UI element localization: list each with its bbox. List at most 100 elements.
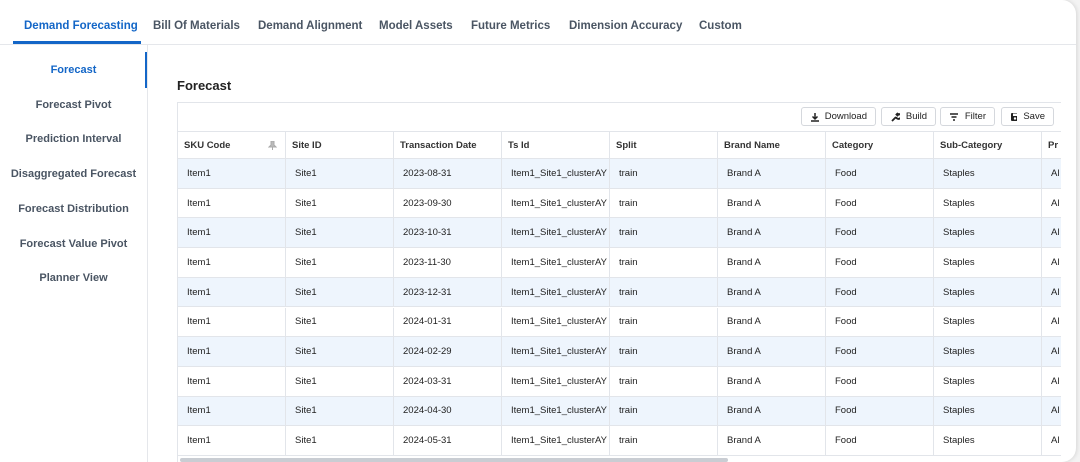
tab[interactable]: Bill Of Materials bbox=[153, 20, 240, 32]
table-cell: Staples bbox=[934, 337, 1042, 367]
table-cell: Item1 bbox=[178, 277, 286, 308]
table-cell: Item1_Site1_clusterAY bbox=[502, 396, 610, 427]
table-cell: Food bbox=[826, 188, 934, 219]
nav-item[interactable]: Forecast Distribution bbox=[18, 202, 129, 215]
table-cell: train bbox=[610, 426, 718, 456]
table-cell: Brand A bbox=[718, 426, 826, 456]
active-tab-indicator bbox=[13, 41, 141, 44]
table-cell: Item1 bbox=[178, 159, 286, 189]
column-header[interactable]: Ts Id bbox=[502, 131, 610, 159]
table-cell: Staples bbox=[934, 159, 1042, 189]
table-cell: 2023-11-30 bbox=[394, 248, 502, 278]
table-cell: Brand A bbox=[718, 159, 826, 189]
table-cell: Site1 bbox=[286, 366, 394, 397]
tab[interactable]: Custom bbox=[699, 20, 742, 32]
table-cell: Food bbox=[826, 159, 934, 189]
nav-item[interactable]: Forecast Pivot bbox=[35, 98, 112, 111]
table-cell: Food bbox=[826, 277, 934, 308]
column-header[interactable]: Split bbox=[610, 131, 718, 159]
nav-item[interactable]: Forecast bbox=[50, 64, 97, 76]
button-icon bbox=[891, 111, 900, 122]
table-cell: Item1_Site1_clusterAY bbox=[502, 366, 610, 397]
table-cell: Item1 bbox=[178, 307, 286, 338]
table-cell: Item1 bbox=[178, 337, 286, 367]
column-header[interactable]: Brand Name bbox=[718, 131, 826, 159]
nav-item[interactable]: Prediction Interval bbox=[25, 133, 122, 146]
table-cell: Food bbox=[826, 218, 934, 249]
nav-item[interactable]: Forecast Value Pivot bbox=[19, 237, 128, 250]
column-header[interactable]: Transaction Date bbox=[394, 131, 502, 159]
table-cell: Al bbox=[1042, 396, 1061, 427]
toolbar-button[interactable]: Build bbox=[881, 107, 936, 126]
table-cell: Site1 bbox=[286, 426, 394, 456]
table-cell: Food bbox=[826, 337, 934, 367]
button-icon bbox=[950, 112, 958, 121]
table-cell: Item1_Site1_clusterAY bbox=[502, 248, 610, 278]
scrollbar[interactable] bbox=[180, 458, 728, 462]
nav-divider bbox=[147, 45, 148, 462]
toolbar-button[interactable]: Download bbox=[801, 107, 876, 126]
table-cell: Site1 bbox=[286, 218, 394, 249]
table-cell: Item1_Site1_clusterAY bbox=[502, 337, 610, 367]
table-cell: Site1 bbox=[286, 337, 394, 367]
nav-item[interactable]: Planner View bbox=[39, 272, 108, 285]
table-cell: Site1 bbox=[286, 188, 394, 219]
table-cell: Al bbox=[1042, 248, 1061, 278]
table-cell: train bbox=[610, 218, 718, 249]
table-cell: Item1_Site1_clusterAY bbox=[502, 159, 610, 189]
toolbar-button[interactable]: Save bbox=[1001, 107, 1054, 126]
table-cell: Brand A bbox=[718, 248, 826, 278]
button-label: Download bbox=[824, 111, 867, 122]
pin-icon[interactable] bbox=[267, 140, 278, 153]
section-title: Forecast bbox=[177, 78, 232, 93]
table-cell: Site1 bbox=[286, 248, 394, 278]
table-cell: train bbox=[610, 159, 718, 189]
table-cell: Brand A bbox=[718, 277, 826, 308]
table-cell: train bbox=[610, 248, 718, 278]
column-header[interactable]: Pr bbox=[1042, 131, 1061, 159]
table-cell: Al bbox=[1042, 188, 1061, 219]
table-cell: Brand A bbox=[718, 188, 826, 219]
table-cell: Staples bbox=[934, 307, 1042, 338]
nav-item[interactable]: Disaggregated Forecast bbox=[10, 168, 137, 181]
column-header[interactable]: SKU Code bbox=[178, 131, 286, 159]
table-cell: Site1 bbox=[286, 277, 394, 308]
tab[interactable]: Model Assets bbox=[379, 20, 453, 32]
table-cell: Al bbox=[1042, 277, 1061, 308]
table-cell: 2024-01-31 bbox=[394, 307, 502, 338]
table-cell: train bbox=[610, 337, 718, 367]
column-header[interactable]: Category bbox=[826, 131, 934, 159]
table-cell: Item1_Site1_clusterAY bbox=[502, 188, 610, 219]
table-cell: Staples bbox=[934, 188, 1042, 219]
tab[interactable]: Demand Forecasting bbox=[24, 20, 138, 32]
table-cell: Brand A bbox=[718, 396, 826, 427]
button-icon bbox=[1011, 112, 1018, 121]
column-header[interactable]: Site ID bbox=[286, 131, 394, 159]
tab-divider bbox=[0, 44, 1076, 45]
table-cell: Site1 bbox=[286, 396, 394, 427]
table-cell: Al bbox=[1042, 426, 1061, 456]
table-cell: Item1 bbox=[178, 188, 286, 219]
table-cell: Staples bbox=[934, 218, 1042, 249]
table-cell: Brand A bbox=[718, 307, 826, 338]
button-label: Build bbox=[905, 111, 927, 122]
tab[interactable]: Demand Alignment bbox=[258, 20, 363, 32]
table-cell: train bbox=[610, 396, 718, 427]
table-cell: Item1 bbox=[178, 396, 286, 427]
button-label: Save bbox=[1023, 111, 1045, 122]
table-cell: Food bbox=[826, 426, 934, 456]
table-cell: Al bbox=[1042, 159, 1061, 189]
table-cell: Staples bbox=[934, 248, 1042, 278]
toolbar-button[interactable]: Filter bbox=[940, 107, 995, 126]
tab[interactable]: Dimension Accuracy bbox=[569, 20, 683, 32]
table-cell: Item1_Site1_clusterAY bbox=[502, 277, 610, 308]
table-cell: Al bbox=[1042, 366, 1061, 397]
table-cell: Food bbox=[826, 366, 934, 397]
table-cell: Food bbox=[826, 307, 934, 338]
table-cell: Brand A bbox=[718, 366, 826, 397]
button-icon bbox=[811, 112, 819, 122]
column-header[interactable]: Sub-Category bbox=[934, 131, 1042, 159]
tab[interactable]: Future Metrics bbox=[471, 20, 551, 32]
table-cell: train bbox=[610, 188, 718, 219]
